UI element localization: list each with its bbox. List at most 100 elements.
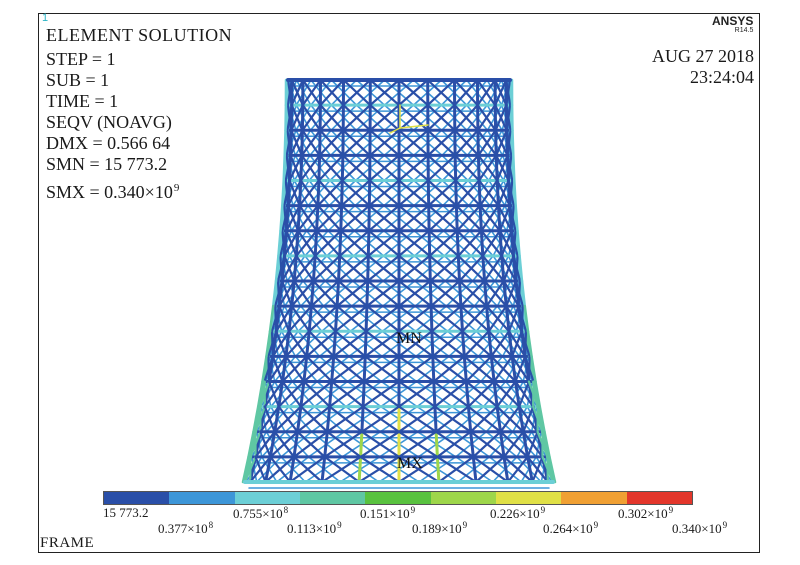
edge-member-right	[512, 154, 516, 182]
diagonal-brace	[316, 179, 344, 207]
diagonal-brace	[281, 204, 290, 232]
diagonal-brace	[498, 204, 511, 232]
diagonal-brace	[365, 305, 401, 333]
diagonal-brace	[317, 154, 344, 182]
diagonal-brace	[496, 380, 517, 408]
column-member	[332, 329, 337, 358]
info-sub: SUB = 1	[46, 70, 110, 90]
edge-member-left	[241, 455, 250, 484]
diagonal-brace	[268, 355, 287, 383]
diagonal-brace	[472, 430, 502, 458]
diagonal-brace	[426, 103, 456, 132]
legend-label-top-exponent-2: 8	[283, 505, 289, 515]
column-member	[430, 329, 435, 358]
column-member	[478, 204, 483, 233]
column-member	[454, 204, 459, 233]
diagonal-brace	[455, 179, 481, 207]
diagonal-brace	[364, 330, 401, 358]
diagonal-brace	[267, 330, 278, 358]
legend-label-bottom-value-1: 0.377×10	[158, 521, 208, 536]
column-member	[489, 354, 496, 383]
diagonal-brace	[502, 430, 525, 458]
diagonal-brace	[326, 405, 365, 433]
column-member	[320, 455, 327, 484]
column-member	[284, 329, 291, 358]
diagonal-brace	[276, 254, 286, 283]
diagonal-brace	[286, 103, 293, 132]
diagonal-brace	[337, 254, 370, 283]
column-member	[476, 153, 481, 182]
column-member	[292, 254, 298, 283]
diagonal-brace	[283, 229, 300, 257]
legend-label-top-value-1: 15 773.2	[103, 505, 149, 520]
triad-axis-z	[389, 127, 401, 134]
diagonal-brace	[457, 229, 483, 257]
legend-labels-bottom: 0.377×108 0.113×109 0.189×109 0.264×109 0.34…	[0, 520, 800, 536]
diagonal-brace	[427, 154, 457, 182]
column-member	[433, 405, 438, 434]
column-member	[526, 455, 534, 484]
edge-member-left	[252, 405, 260, 434]
diagonal-brace	[290, 78, 304, 107]
diagonal-brace	[500, 229, 513, 257]
diagonal-brace	[263, 380, 284, 408]
column-member	[504, 304, 511, 333]
edge-member-left	[265, 330, 272, 358]
edge-member-right	[548, 455, 557, 484]
diagonal-brace	[397, 279, 432, 308]
legend-color-4	[299, 492, 366, 504]
legend-label-top-exponent-4: 9	[540, 505, 546, 515]
diagonal-brace	[275, 305, 293, 333]
diagonal-brace	[476, 78, 497, 107]
column-member	[288, 455, 296, 484]
legend-label-bottom-4: 0.264×109	[543, 520, 598, 537]
column-member	[340, 153, 345, 182]
diagonal-brace	[283, 179, 291, 207]
brand-version: R14.5	[734, 27, 754, 34]
diagonal-brace	[514, 355, 527, 383]
info-smn: SMN = 15 773.2	[46, 154, 168, 174]
diagonal-brace	[365, 279, 401, 308]
diagonal-brace	[432, 355, 466, 383]
edge-member-left	[256, 380, 264, 408]
diagonal-brace	[274, 279, 284, 308]
diagonal-brace	[463, 330, 490, 358]
triad-axis-x	[399, 124, 429, 129]
diagonal-brace	[315, 204, 343, 232]
diagonal-brace	[269, 430, 299, 458]
diagonal-brace	[437, 455, 475, 484]
diagonal-brace	[362, 380, 401, 408]
info-smx-value: SMX = 0.340×10	[46, 182, 173, 202]
column-member	[510, 354, 517, 383]
diagonal-brace	[254, 405, 266, 433]
diagonal-brace	[454, 154, 480, 182]
column-member	[339, 204, 344, 233]
column-member	[307, 304, 313, 333]
diagonal-brace	[506, 455, 529, 484]
window-number: 1	[42, 12, 49, 24]
edge-member-left	[247, 430, 255, 459]
brand-name: ANSYS	[712, 14, 754, 28]
diagonal-brace	[359, 430, 401, 458]
column-member	[268, 430, 277, 459]
diagonal-brace	[427, 179, 457, 207]
diagonal-brace	[433, 380, 468, 408]
diagonal-brace	[312, 254, 341, 283]
column-member	[517, 405, 525, 434]
edge-member-right	[520, 279, 527, 308]
ansys-logo: ANSYS R14.5	[712, 15, 753, 35]
column-member	[507, 329, 514, 358]
column-member	[277, 380, 284, 409]
diagonal-brace	[508, 179, 514, 207]
column-member	[365, 279, 370, 308]
column-member	[287, 304, 294, 333]
legend-color-1	[104, 492, 170, 504]
legend-label-top-5: 0.302×109	[618, 505, 673, 522]
diagonal-brace	[397, 78, 429, 107]
column-member	[292, 430, 299, 459]
diagonal-brace	[397, 305, 433, 333]
diagonal-brace	[318, 129, 345, 157]
diagonal-brace	[514, 254, 519, 283]
column-member	[309, 279, 315, 308]
legend-label-bottom-value-2: 0.113×10	[287, 521, 337, 536]
